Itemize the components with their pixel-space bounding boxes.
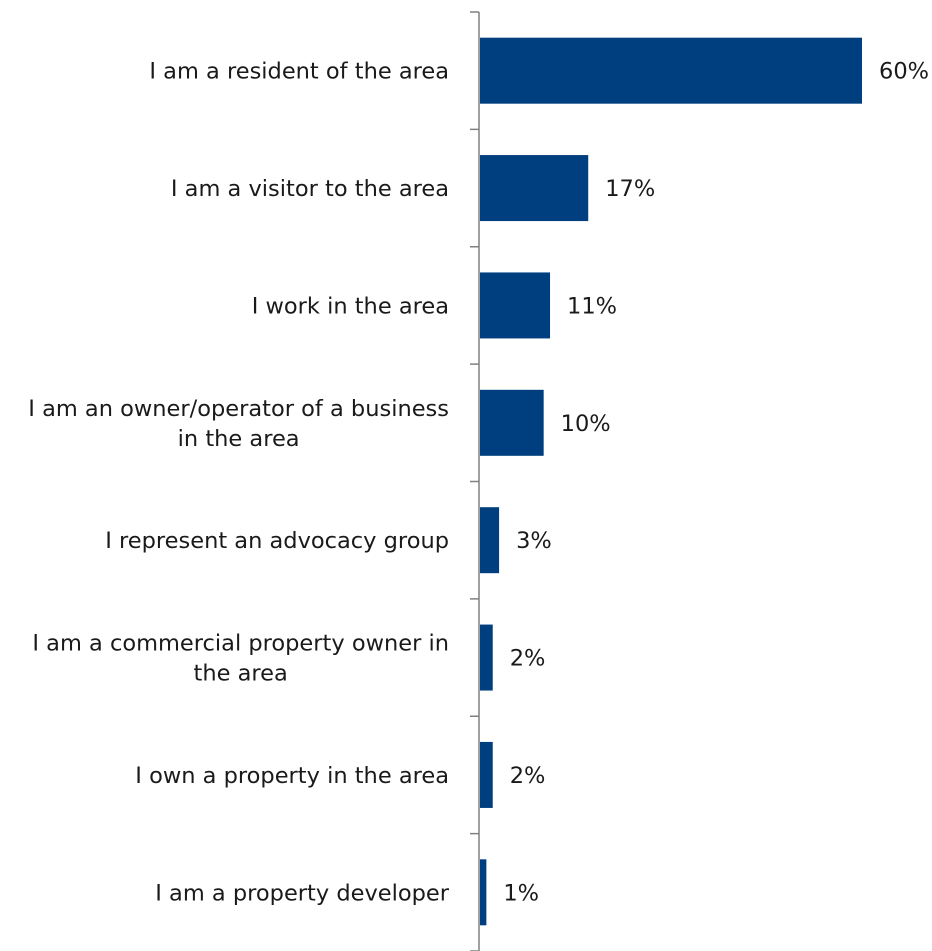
- category-label-line: I represent an advocacy group: [105, 528, 449, 554]
- category-label: I work in the area: [252, 293, 449, 319]
- category-label: I own a property in the area: [135, 763, 449, 789]
- category-label: I am an owner/operator of a business in t…: [28, 396, 449, 452]
- value-label: 2%: [510, 646, 546, 672]
- category-label-line: I am an owner/operator of a business: [28, 396, 449, 422]
- category-label: I am a visitor to the area: [171, 176, 449, 202]
- value-label: 1%: [503, 880, 539, 906]
- bar: [480, 859, 487, 926]
- category-label-line: I am a resident of the area: [149, 59, 449, 85]
- category-label-line: I am a commercial property owner in: [32, 631, 449, 657]
- bar: [480, 507, 500, 574]
- category-label-line: I work in the area: [252, 293, 449, 319]
- category-label-line: I own a property in the area: [135, 763, 449, 789]
- category-label-line: the area: [194, 661, 288, 687]
- bar: [480, 389, 544, 456]
- value-label: 11%: [567, 293, 617, 319]
- value-label: 3%: [516, 528, 552, 554]
- bar: [480, 155, 589, 222]
- value-label: 10%: [561, 411, 611, 437]
- category-label: I am a resident of the area: [149, 59, 449, 85]
- value-label: 2%: [510, 763, 546, 789]
- category-label: I am a commercial property owner in the a…: [32, 631, 449, 687]
- category-label: I represent an advocacy group: [105, 528, 449, 554]
- bar: [480, 741, 493, 808]
- bar: [480, 272, 551, 339]
- bar: [480, 624, 493, 691]
- value-label: 60%: [879, 59, 929, 85]
- category-label-line: I am a visitor to the area: [171, 176, 449, 202]
- category-label-line: I am a property developer: [155, 880, 449, 906]
- category-label-line: in the area: [178, 426, 300, 452]
- category-label: I am a property developer: [155, 880, 449, 906]
- value-label: 17%: [605, 176, 655, 202]
- bar: [480, 37, 862, 104]
